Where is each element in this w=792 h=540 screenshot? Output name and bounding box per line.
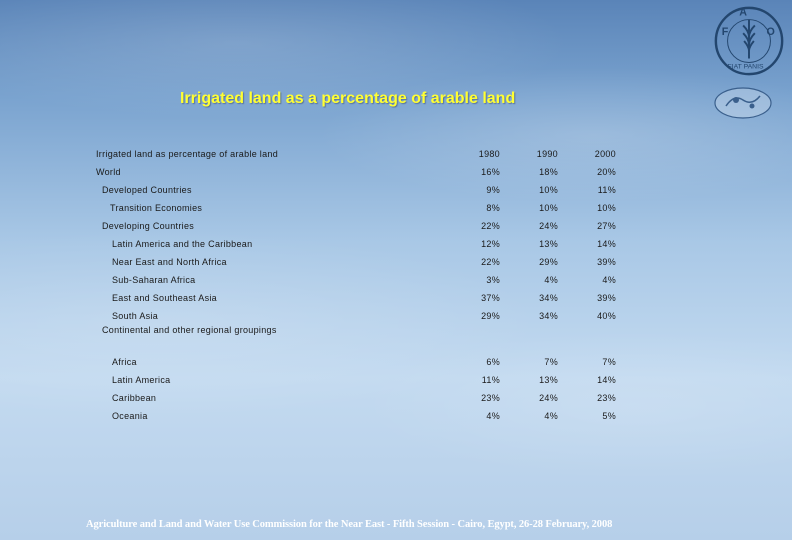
cell-2000: 40% [597, 311, 616, 321]
cell-1980: 6% [486, 357, 500, 367]
table-row: South Asia 29% 34% 40% [96, 307, 616, 325]
cell-1980: 3% [486, 275, 500, 285]
fao-logo-icon: F A O FIAT PANIS [714, 6, 784, 76]
table-row: Developed Countries 9% 10% 11% [96, 181, 616, 199]
cell-1990: 10% [539, 203, 558, 213]
cell-2000: 27% [597, 221, 616, 231]
cell-1980: 8% [486, 203, 500, 213]
cell-1990: 13% [539, 375, 558, 385]
cell-1980: 29% [481, 311, 500, 321]
cell-1980: 11% [481, 375, 500, 385]
header-1990: 1990 [536, 149, 558, 159]
row-label: Latin America [112, 375, 171, 385]
row-label: South Asia [112, 311, 159, 321]
row-label: Africa [112, 357, 137, 367]
header-1980: 1980 [478, 149, 500, 159]
row-label: Developing Countries [102, 221, 195, 231]
cell-1990: 7% [544, 357, 558, 367]
table-row: Transition Economies 8% 10% 10% [96, 199, 616, 217]
row-label: Oceania [112, 411, 148, 421]
table-row: Developing Countries 22% 24% 27% [96, 217, 616, 235]
table-row: Africa 6% 7% 7% [96, 353, 616, 371]
cell-2000: 11% [597, 185, 616, 195]
cell-1980: 9% [486, 185, 500, 195]
cell-1990: 24% [539, 221, 558, 231]
row-label: Developed Countries [102, 185, 192, 195]
cell-1990: 4% [544, 275, 558, 285]
table-row: East and Southeast Asia 37% 34% 39% [96, 289, 616, 307]
cell-2000: 39% [597, 257, 616, 267]
table-row: Latin America and the Caribbean 12% 13% … [96, 235, 616, 253]
fao-motto: FIAT PANIS [728, 63, 764, 70]
row-label: Sub-Saharan Africa [112, 275, 196, 285]
table-row: World 16% 18% 20% [96, 163, 616, 181]
cell-2000: 5% [602, 411, 616, 421]
row-label: Near East and North Africa [112, 257, 227, 267]
cell-2000: 39% [597, 293, 616, 303]
table-row: Near East and North Africa 22% 29% 39% [96, 253, 616, 271]
slide-title: Irrigated land as a percentage of arable… [180, 90, 516, 107]
cell-1980: 37% [481, 293, 500, 303]
irrigation-table: Irrigated land as percentage of arable l… [96, 145, 616, 425]
header-2000: 2000 [594, 149, 616, 159]
cell-1980: 23% [481, 393, 500, 403]
cell-1980: 22% [481, 257, 500, 267]
row-label: Transition Economies [110, 203, 203, 213]
cell-2000: 4% [602, 275, 616, 285]
section-label: Continental and other regional groupings [102, 325, 277, 335]
cell-2000: 7% [602, 357, 616, 367]
table-row: Latin America 11% 13% 14% [96, 371, 616, 389]
cell-1990: 29% [539, 257, 558, 267]
table-row: Caribbean 23% 24% 23% [96, 389, 616, 407]
svg-text:A: A [739, 7, 747, 19]
row-label: Latin America and the Caribbean [112, 239, 253, 249]
cell-1990: 4% [544, 411, 558, 421]
cell-1990: 24% [539, 393, 558, 403]
cell-2000: 10% [597, 203, 616, 213]
row-label: World [96, 167, 121, 177]
header-label: Irrigated land as percentage of arable l… [96, 149, 279, 159]
svg-text:F: F [722, 26, 729, 38]
row-label: East and Southeast Asia [112, 293, 217, 303]
cell-2000: 20% [597, 167, 616, 177]
cell-2000: 14% [597, 375, 616, 385]
cell-1980: 4% [486, 411, 500, 421]
cell-1990: 13% [539, 239, 558, 249]
table-row: Sub-Saharan Africa 3% 4% 4% [96, 271, 616, 289]
cell-1990: 34% [539, 311, 558, 321]
cell-2000: 23% [597, 393, 616, 403]
cell-1980: 16% [481, 167, 500, 177]
table-header-row: Irrigated land as percentage of arable l… [96, 145, 616, 163]
cell-1990: 10% [539, 185, 558, 195]
section-row: Continental and other regional groupings [96, 325, 616, 353]
cell-2000: 14% [597, 239, 616, 249]
cell-1990: 34% [539, 293, 558, 303]
row-label: Caribbean [112, 393, 157, 403]
cell-1980: 22% [481, 221, 500, 231]
slide-footer: Agriculture and Land and Water Use Commi… [86, 519, 613, 530]
cell-1980: 12% [481, 239, 500, 249]
cell-1990: 18% [539, 167, 558, 177]
emblem-icon [714, 87, 772, 119]
svg-text:O: O [767, 26, 775, 38]
table-row: Oceania 4% 4% 5% [96, 407, 616, 425]
